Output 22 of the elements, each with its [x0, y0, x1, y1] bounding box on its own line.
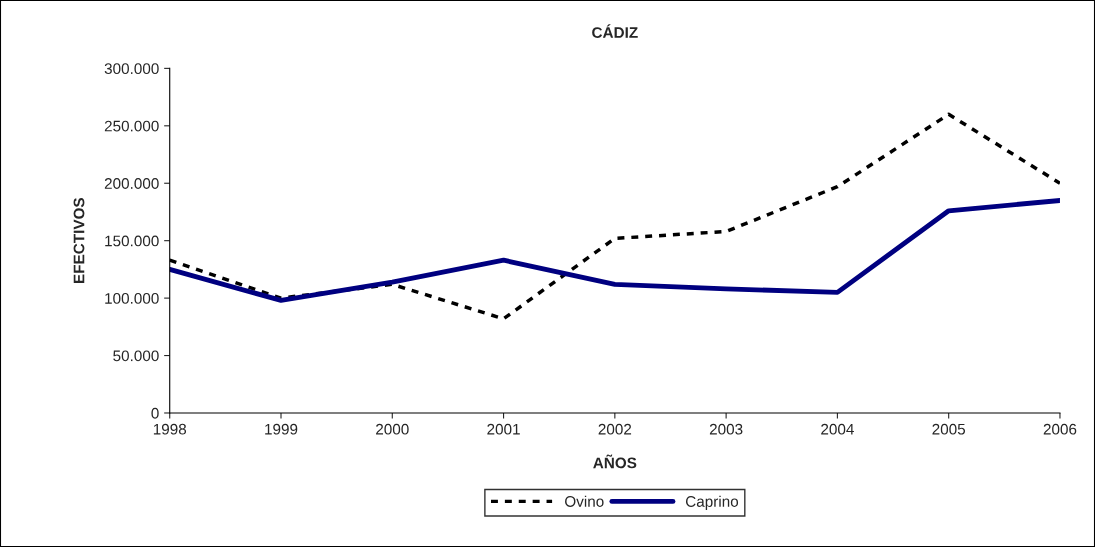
x-tick-label: 2002 [598, 423, 632, 435]
legend-label: Caprino [685, 495, 739, 510]
x-tick-label: 2000 [376, 423, 409, 435]
legend-label: Ovino [565, 495, 604, 507]
y-tick-label: 300.000 [104, 63, 159, 75]
x-tick-label: 2003 [709, 423, 743, 435]
y-tick-label: 100.000 [105, 292, 159, 304]
x-tick-label: 2006 [1043, 423, 1077, 435]
y-tick-label: 50.000 [113, 350, 159, 362]
y-axis-title: EFECTIVOS [73, 197, 85, 283]
y-tick-label: 250.000 [104, 120, 159, 132]
x-axis-title: AÑOS [593, 454, 637, 469]
x-tick-label: 1998 [153, 423, 187, 435]
x-tick-label: 2001 [487, 423, 520, 435]
x-tick-label: 2005 [932, 423, 966, 435]
y-tick-label: 200.000 [104, 178, 159, 189]
x-tick-label: 1999 [265, 423, 298, 435]
y-tick-label: 150.000 [105, 235, 159, 247]
chart-title: CÁDIZ [592, 24, 638, 38]
x-tick-label: 2004 [821, 423, 854, 435]
line-series [169, 198, 1060, 303]
y-tick-label: 0 [151, 407, 159, 419]
